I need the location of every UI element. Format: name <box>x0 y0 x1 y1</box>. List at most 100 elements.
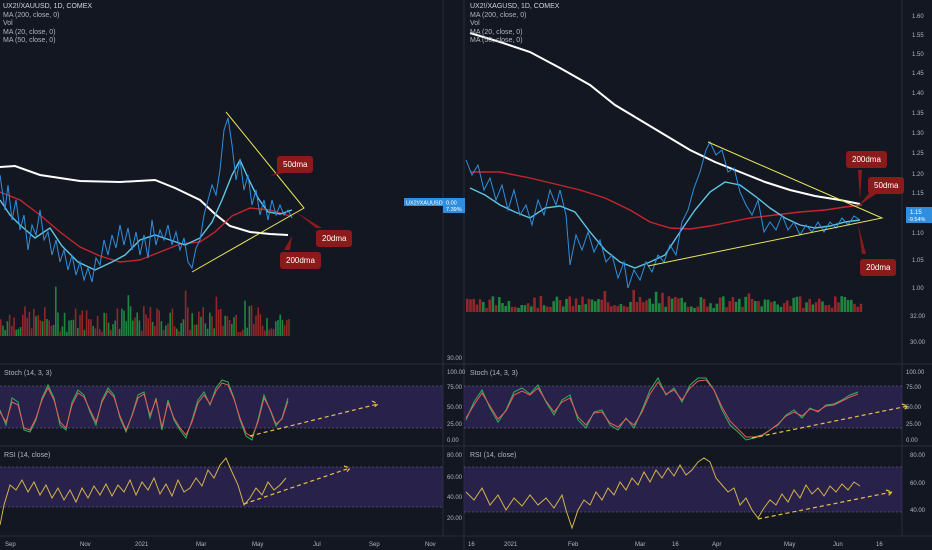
volume-bar <box>244 300 246 336</box>
volume-bar <box>129 306 132 336</box>
axis-labels: 30.00 100.00 75.00 50.00 25.00 0.00 80.0… <box>5 14 926 548</box>
right-vol-axis-1: 30.00 <box>910 340 926 346</box>
volume-bar <box>600 299 603 312</box>
volume-bar <box>6 321 9 336</box>
volume-bar <box>66 331 68 336</box>
volume-bar <box>798 296 802 312</box>
volume-bar <box>30 328 33 336</box>
volume-bar <box>176 328 178 336</box>
volume-bar <box>191 313 193 336</box>
volume-bar <box>750 298 754 312</box>
left-stoch-label: Stoch (14, 3, 3) <box>4 370 52 377</box>
volume-bar <box>57 312 59 336</box>
right-callout-50dma: 50dma <box>868 177 905 194</box>
volume-bar <box>178 331 180 336</box>
right-x-tick-6: May <box>784 542 795 548</box>
volume-bar <box>802 307 805 312</box>
volume-bar <box>725 307 728 312</box>
volume-bar <box>165 325 167 336</box>
volume-bar <box>79 314 81 336</box>
left-callout-50dma: 50dma <box>277 156 314 173</box>
volume-bar <box>766 299 770 312</box>
right-stoch-trend <box>751 403 910 439</box>
volume-bar <box>558 300 562 312</box>
volume-bar <box>661 292 664 312</box>
volume-bar <box>88 319 90 336</box>
volume-bar <box>70 320 72 336</box>
volume-bar <box>613 305 616 312</box>
volume-bar <box>154 325 156 336</box>
right-rsi-trend <box>757 489 894 520</box>
right-50dma-pointer <box>858 190 876 206</box>
left-200dma-pointer <box>284 236 292 250</box>
left-triangle <box>191 111 305 273</box>
volume-bar <box>61 326 64 336</box>
volume-bar <box>808 298 811 312</box>
right-stoch-axis-0: 100.00 <box>906 370 925 376</box>
volume-bar <box>830 307 834 312</box>
volume-bar <box>138 320 141 336</box>
volume-bar <box>824 305 827 312</box>
volume-bar <box>683 302 687 312</box>
left-rsi-axis-3: 20.00 <box>447 516 463 522</box>
left-x-tick-5: Jul <box>313 542 321 548</box>
volume-bar <box>594 301 597 312</box>
right-x-tick-7: Jun <box>833 542 843 548</box>
right-legend-ma20: MA (20, close, 0) <box>470 28 523 36</box>
left-price-line <box>0 117 293 283</box>
left-stoch-axis-4: 0.00 <box>447 438 459 444</box>
volume-bar <box>651 303 655 312</box>
right-price-axis-12: 1.00 <box>912 286 924 292</box>
volume-bar <box>603 290 607 312</box>
volume-bar <box>741 306 744 312</box>
right-200dma-pointer <box>858 170 862 200</box>
volume-bar <box>99 329 101 336</box>
right-stoch-axis-4: 0.00 <box>906 438 918 444</box>
right-ma200-line <box>469 32 861 205</box>
volume-bar <box>536 307 539 312</box>
volume-bar <box>213 328 215 336</box>
volume-bar <box>279 314 281 336</box>
right-x-tick-5: Apr <box>712 542 721 548</box>
volume-bar <box>77 327 79 336</box>
volume-bar <box>478 299 482 312</box>
left-callout-20dma: 20dma <box>316 230 353 247</box>
volume-bar <box>590 299 594 312</box>
volume-bar <box>90 319 92 336</box>
volume-bar <box>264 330 266 336</box>
volume-bar <box>498 297 501 312</box>
left-symbol-tag <box>404 198 443 206</box>
volume-bar <box>811 304 815 312</box>
right-stoch-label: Stoch (14, 3, 3) <box>470 370 518 377</box>
volume-bar <box>568 296 571 312</box>
volume-bar <box>658 303 661 312</box>
right-price-axis-0: 1.60 <box>912 14 924 20</box>
volume-bar <box>35 316 37 336</box>
right-volume-bars <box>466 289 863 312</box>
volume-bar <box>757 301 760 312</box>
right-x-tick-4: 16 <box>672 542 679 548</box>
volume-bar <box>198 311 200 336</box>
left-rsi-axis-2: 40.00 <box>447 495 463 501</box>
volume-bar <box>270 328 273 336</box>
volume-bar <box>616 305 619 312</box>
right-triangle <box>647 141 884 267</box>
volume-bar <box>50 325 53 336</box>
volume-bar <box>571 305 575 312</box>
left-callout-200dma: 200dma <box>280 252 321 269</box>
volume-bar <box>619 303 623 312</box>
left-legend-ma200: MA (200, close, 0) <box>3 11 60 19</box>
volume-bar <box>552 301 555 312</box>
volume-bar <box>167 323 169 336</box>
left-rsi-label: RSI (14, close) <box>4 452 51 459</box>
volume-bar <box>629 301 632 312</box>
right-price-axis-10: 1.10 <box>912 231 924 237</box>
volume-bar <box>510 306 514 312</box>
left-x-tick-6: Sep <box>369 542 380 548</box>
volume-bar <box>81 310 83 336</box>
volume-bar <box>754 301 757 312</box>
volume-bar <box>770 301 773 312</box>
right-price-axis-8: 1.20 <box>912 172 924 178</box>
volume-bar <box>610 306 613 312</box>
